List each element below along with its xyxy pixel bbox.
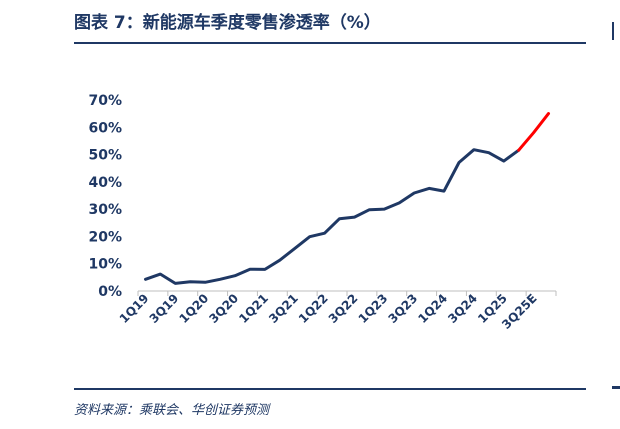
y-tick-label: 50% xyxy=(88,148,122,164)
adjacent-figure-edge xyxy=(612,22,620,40)
series-lines xyxy=(144,112,550,285)
x-tick-label: 1Q24 xyxy=(415,291,450,326)
title-rule xyxy=(74,42,586,44)
source-rule xyxy=(74,388,586,390)
y-tick-label: 20% xyxy=(88,229,122,245)
adjacent-figure-edge-bottom xyxy=(612,386,620,389)
y-tick-label: 70% xyxy=(88,93,122,109)
y-axis-ticks: 0% 10% 20% 30% 40% 50% 60% 70% xyxy=(88,93,122,300)
forecast-series-line xyxy=(517,112,550,152)
y-tick-label: 10% xyxy=(88,257,122,273)
x-tick-label: 1Q21 xyxy=(236,291,271,326)
x-tick-label: 1Q20 xyxy=(176,291,211,326)
x-tick-label: 1Q23 xyxy=(356,291,391,326)
x-tick-label: 3Q23 xyxy=(385,291,420,326)
y-tick-label: 0% xyxy=(98,284,122,300)
y-tick-label: 30% xyxy=(88,202,122,218)
figure-title: 图表 7：新能源车季度零售渗透率（%） xyxy=(74,13,381,33)
source-note: 资料来源：乘联会、华创证券预测 xyxy=(74,403,270,418)
x-tick-label: 1Q22 xyxy=(296,291,331,326)
x-tick-label: 3Q21 xyxy=(266,291,301,326)
actual-series-line xyxy=(144,148,521,285)
x-axis-ticks: 1Q193Q191Q203Q201Q213Q211Q223Q221Q233Q23… xyxy=(117,291,557,332)
y-tick-label: 60% xyxy=(88,120,122,136)
x-tick-label: 3Q19 xyxy=(147,291,182,326)
x-tick-label: 3Q24 xyxy=(445,291,480,326)
x-tick-label: 3Q22 xyxy=(326,291,361,326)
y-tick-label: 40% xyxy=(88,175,122,191)
x-tick-label: 3Q20 xyxy=(206,291,241,326)
